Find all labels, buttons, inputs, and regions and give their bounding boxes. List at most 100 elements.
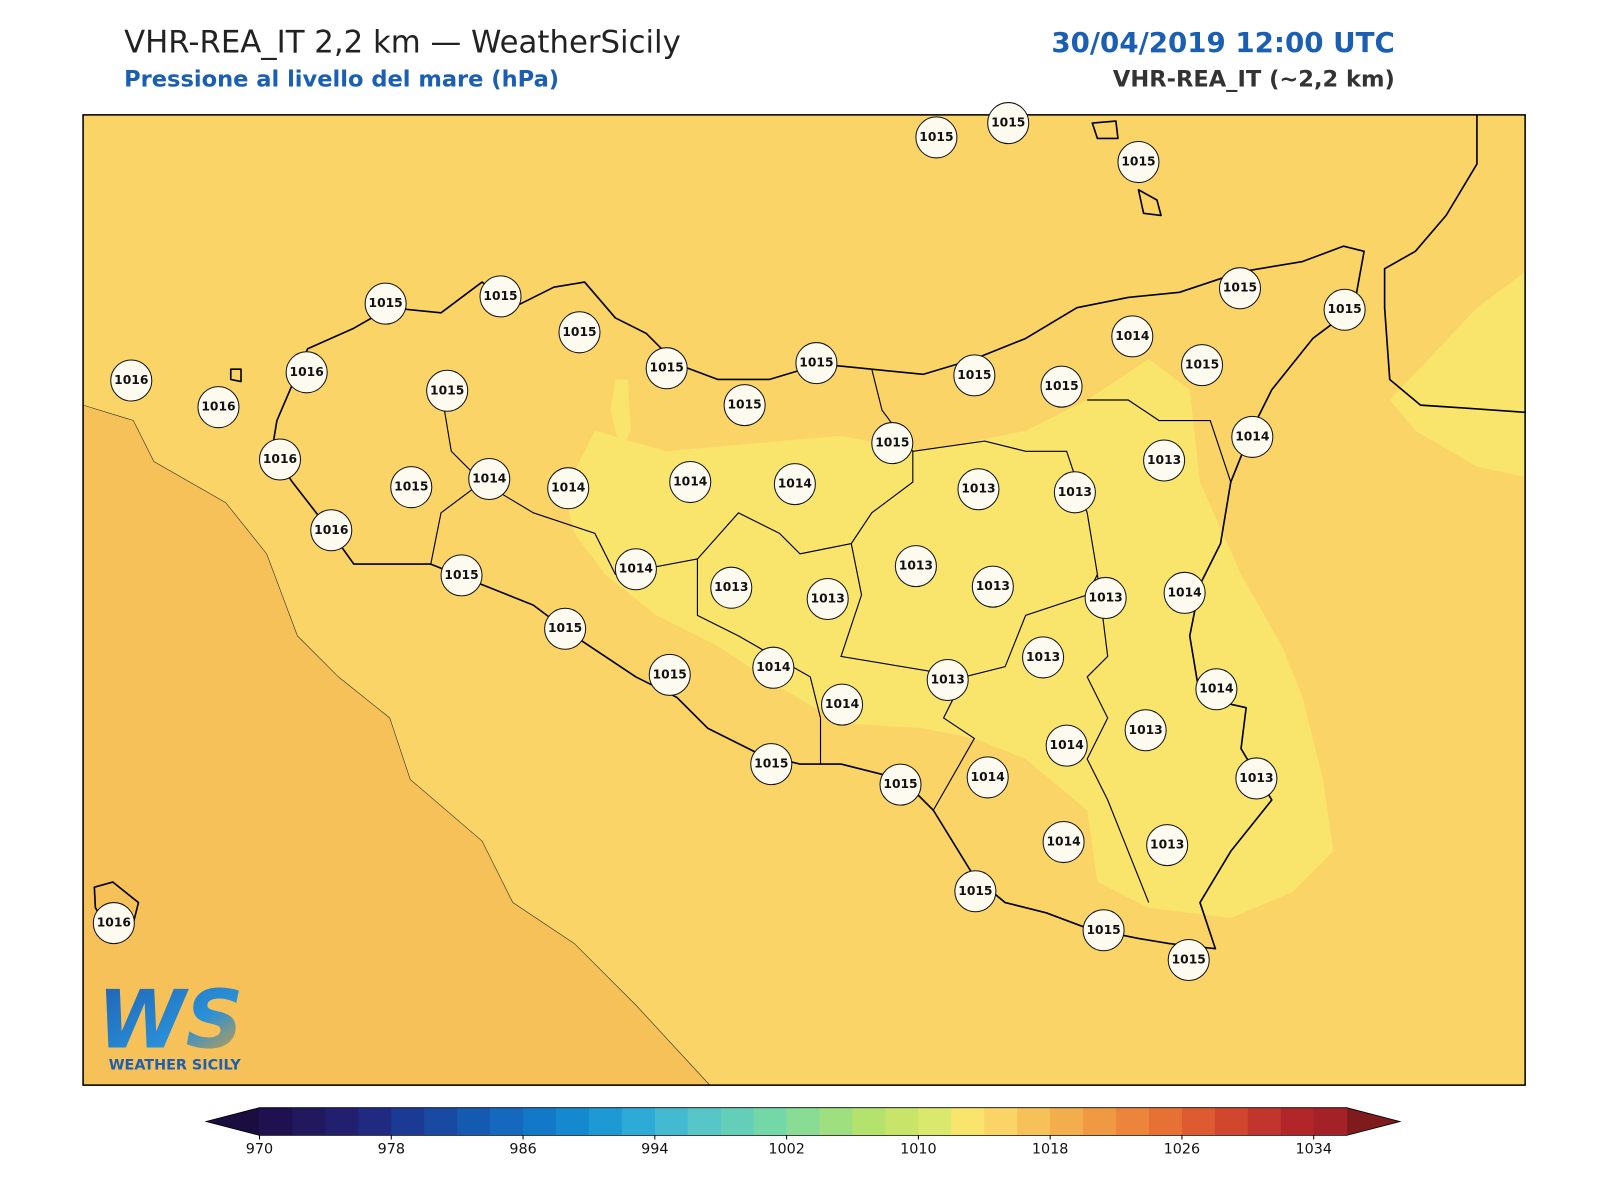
colorbar-bin <box>490 1107 524 1136</box>
colorbar-tick-label: 970 <box>246 1142 273 1158</box>
datetime: 30/04/2019 12:00 UTC <box>1051 26 1394 59</box>
station-value: 1014 <box>778 477 812 491</box>
station: 1015 <box>915 116 958 159</box>
station-marker <box>110 359 153 402</box>
station-value: 1016 <box>97 916 131 930</box>
subtitle: Pressione al livello del mare (hPa) <box>124 67 559 93</box>
colorbar-bin <box>885 1107 919 1136</box>
station-marker <box>390 466 433 509</box>
station-value: 1015 <box>799 356 833 370</box>
station-marker <box>894 545 937 588</box>
station: 1015 <box>987 102 1030 145</box>
station-marker <box>479 275 522 318</box>
station-marker <box>258 438 302 481</box>
station: 1015 <box>544 607 587 650</box>
station-marker <box>1146 824 1189 867</box>
station-value: 1013 <box>1239 771 1273 785</box>
station: 1014 <box>966 756 1009 799</box>
station: 1013 <box>1146 824 1189 867</box>
station-marker <box>821 683 864 726</box>
logo: WS WEATHER SICILY <box>97 974 243 1074</box>
station-marker <box>1082 909 1125 952</box>
station-marker <box>1111 315 1154 358</box>
station-marker <box>544 607 587 650</box>
station-value: 1015 <box>562 325 596 339</box>
station: 1015 <box>879 763 922 806</box>
station-marker <box>1143 439 1186 482</box>
station: 1015 <box>1082 909 1125 952</box>
station: 1013 <box>957 468 1000 511</box>
station-value: 1013 <box>931 673 965 687</box>
station-marker <box>364 282 407 325</box>
station-value: 1016 <box>314 523 348 537</box>
station-value: 1015 <box>1121 155 1155 169</box>
station: 1014 <box>669 461 712 504</box>
station-value: 1015 <box>957 368 991 382</box>
station-marker <box>1040 365 1083 408</box>
colorbar-tick-label: 986 <box>509 1142 536 1158</box>
colorbar-bin <box>1313 1107 1348 1136</box>
model-label: VHR-REA_IT (~2,2 km) <box>1113 67 1395 93</box>
station: 1013 <box>1022 636 1065 679</box>
station-value: 1015 <box>875 436 909 450</box>
islands <box>93 120 1162 930</box>
station-value: 1014 <box>1235 429 1269 443</box>
station-value: 1013 <box>976 579 1010 593</box>
station-value: 1016 <box>263 452 297 466</box>
station-marker <box>197 386 240 429</box>
station-value: 1013 <box>1129 723 1163 737</box>
station: 1014 <box>773 463 816 506</box>
colorbar-bin <box>1181 1107 1216 1136</box>
station-marker <box>971 565 1014 608</box>
station: 1015 <box>390 466 433 509</box>
station-value: 1015 <box>919 130 953 144</box>
station-marker <box>750 743 793 786</box>
station-value: 1013 <box>1058 485 1092 499</box>
station-value: 1015 <box>548 621 582 635</box>
station: 1013 <box>1053 471 1096 514</box>
colorbar-bin <box>720 1107 755 1136</box>
station-value: 1014 <box>551 481 585 495</box>
colorbar-bin <box>1116 1107 1150 1136</box>
station-value: 1014 <box>756 660 790 674</box>
station-value: 1015 <box>430 383 464 397</box>
colorbar-bin <box>1017 1107 1051 1136</box>
station-marker <box>806 577 849 620</box>
station-marker <box>1195 668 1238 711</box>
station-marker <box>879 763 922 806</box>
low-pressure-zone <box>564 358 1334 918</box>
station-marker <box>1042 821 1085 864</box>
station: 1014 <box>821 683 864 726</box>
colorbar-outline <box>204 1107 1402 1136</box>
station-value: 1014 <box>1046 835 1080 849</box>
station-value: 1016 <box>114 373 148 387</box>
station-marker <box>954 870 997 913</box>
station-marker <box>645 347 688 390</box>
station-marker <box>440 554 483 597</box>
map: 1015 1015 1015 1015 1015 1015 1015 1015 1015 1016… <box>82 102 1526 1086</box>
station-marker <box>987 102 1030 145</box>
station: 1015 <box>1218 267 1262 310</box>
colorbar-bin <box>1280 1107 1315 1136</box>
station: 1013 <box>1235 757 1278 800</box>
station-marker <box>710 566 753 609</box>
station: 1013 <box>710 566 753 609</box>
calabria-coast <box>1383 114 1526 414</box>
station-value: 1015 <box>1185 358 1219 372</box>
colorbar-bin <box>654 1107 689 1136</box>
station-marker <box>1045 724 1088 767</box>
station: 1015 <box>479 275 522 318</box>
station-value: 1013 <box>1089 590 1123 604</box>
station: 1016 <box>92 902 135 945</box>
station-value: 1015 <box>1223 281 1257 295</box>
station: 1014 <box>1111 315 1154 358</box>
station-marker <box>752 646 795 689</box>
station-marker <box>953 354 996 397</box>
station-marker <box>1218 267 1262 310</box>
station: 1014 <box>468 457 511 500</box>
station-marker <box>1124 709 1167 752</box>
station-marker <box>723 384 766 427</box>
station: 1015 <box>1167 938 1210 982</box>
colorbar-bin <box>687 1107 722 1136</box>
colorbar-bin <box>1214 1107 1249 1136</box>
